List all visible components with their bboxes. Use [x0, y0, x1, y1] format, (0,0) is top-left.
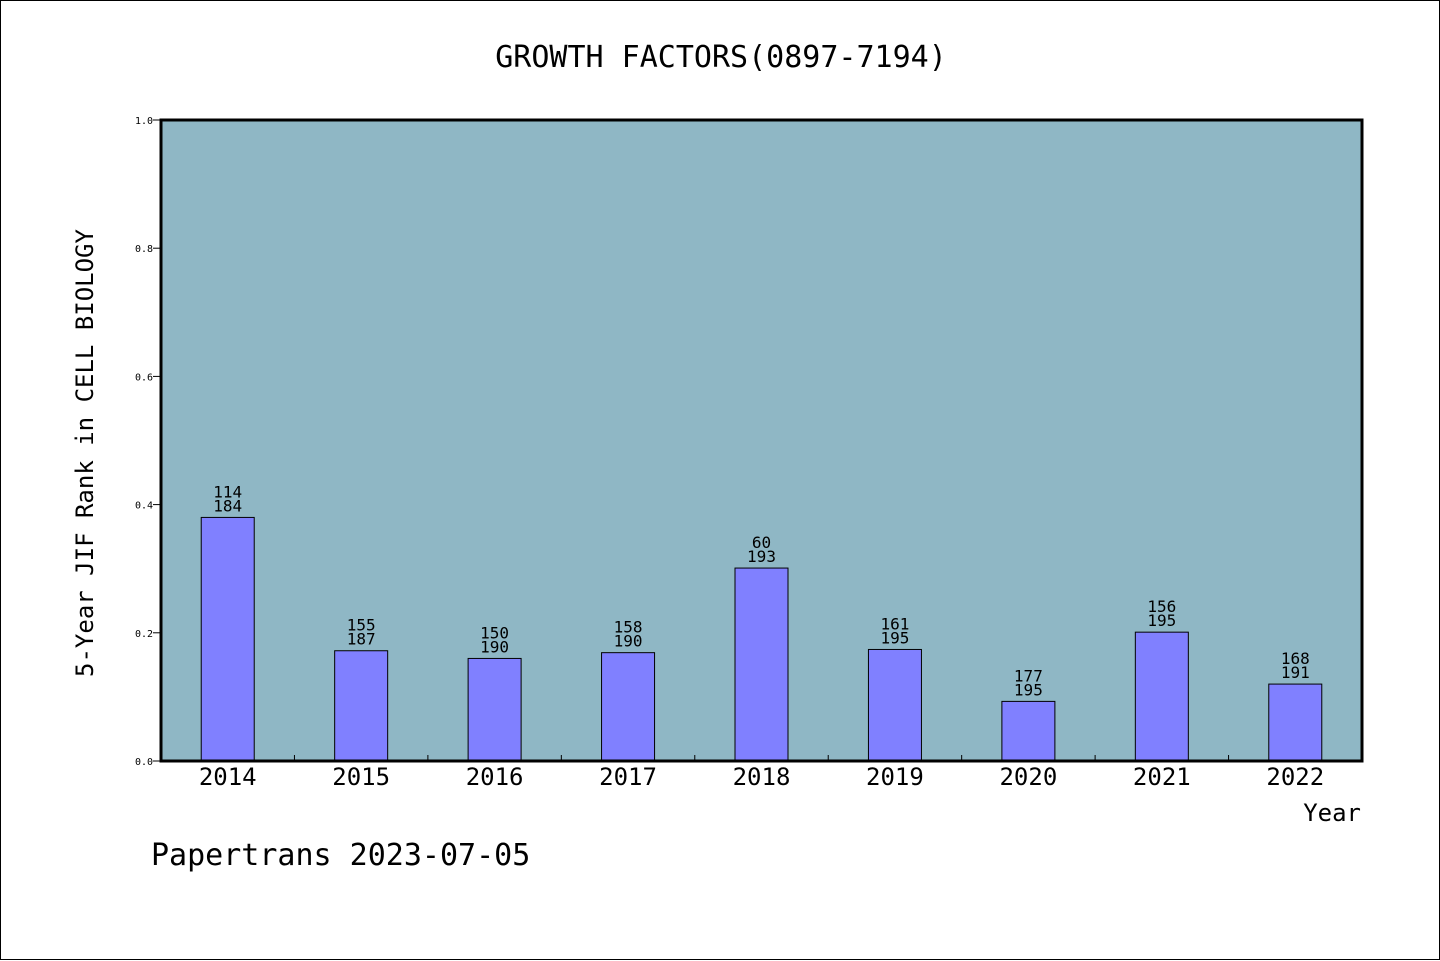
y-tick-label: 0.0 — [135, 757, 153, 768]
bar-2022 — [1268, 683, 1323, 762]
bar-2020 — [1001, 700, 1056, 762]
y-tick-label: 1.0 — [135, 116, 153, 127]
bar-2015 — [334, 650, 389, 762]
bar-label-top: 158 — [614, 618, 643, 637]
bar-label-bottom: 193 — [747, 547, 776, 566]
bar-label-top: 60 — [752, 533, 771, 552]
x-tick-label: 2019 — [866, 763, 924, 791]
bar-label-bottom: 187 — [347, 630, 376, 649]
footer-credit: Papertrans 2023-07-05 — [151, 838, 530, 873]
y-tick-label: 0.6 — [135, 372, 153, 383]
bar-label-top: 177 — [1014, 666, 1043, 685]
x-tick-label: 2016 — [466, 763, 524, 791]
x-tick-label: 2022 — [1266, 763, 1324, 791]
x-tick-label: 2015 — [332, 763, 390, 791]
y-axis: 0.0 0.2 0.4 0.6 0.8 1.0 — [135, 116, 161, 768]
chart-title: GROWTH FACTORS(0897-7194) — [495, 40, 947, 75]
bar-label-top: 168 — [1281, 649, 1310, 668]
bar-label-top: 161 — [880, 614, 909, 633]
x-tick-label: 2021 — [1133, 763, 1191, 791]
bar-label-bottom: 184 — [213, 496, 242, 515]
bar-label-top: 150 — [480, 623, 509, 642]
x-axis: 2014 2015 2016 2017 2018 2019 2020 2021 2022 — [199, 755, 1324, 791]
x-tick-label: 2018 — [733, 763, 791, 791]
plot-frame — [159, 118, 1364, 763]
bar-2017 — [601, 652, 656, 762]
bar-label-top: 155 — [347, 616, 376, 635]
bar-label-top: 156 — [1147, 597, 1176, 616]
bar-label-bottom: 191 — [1281, 663, 1310, 682]
bar-2016 — [467, 657, 522, 762]
bar-2014 — [200, 516, 255, 762]
y-axis-label: 5-Year JIF Rank in CELL BIOLOGY — [71, 228, 99, 676]
bar-label-top: 114 — [213, 482, 242, 501]
bar-2021 — [1134, 631, 1189, 762]
x-tick-label: 2020 — [999, 763, 1057, 791]
bar-2019 — [867, 648, 922, 762]
bar-2018 — [734, 567, 789, 762]
bar-series — [200, 516, 1323, 762]
x-tick-label: 2014 — [199, 763, 257, 791]
bar-label-bottom: 195 — [880, 628, 909, 647]
bar-label-bottom: 190 — [614, 632, 643, 651]
y-tick-label: 0.8 — [135, 244, 153, 255]
bar-label-bottom: 195 — [1014, 680, 1043, 699]
bar-label-bottom: 190 — [480, 637, 509, 656]
x-axis-label: Year — [1303, 799, 1361, 827]
x-tick-label: 2017 — [599, 763, 657, 791]
bar-label-bottom: 195 — [1147, 611, 1176, 630]
y-tick-label: 0.2 — [135, 629, 153, 640]
y-tick-label: 0.4 — [135, 501, 153, 512]
